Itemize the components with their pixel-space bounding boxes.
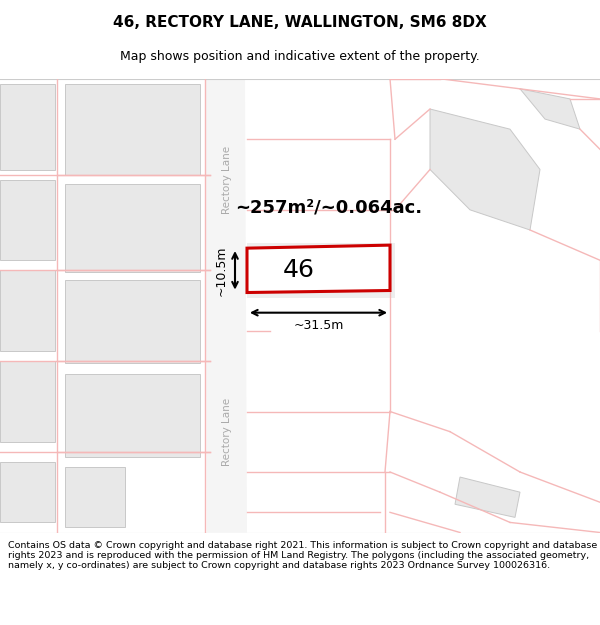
Polygon shape [247, 245, 390, 292]
Bar [65, 281, 200, 363]
Text: ~31.5m: ~31.5m [293, 319, 344, 332]
Text: 46, RECTORY LANE, WALLINGTON, SM6 8DX: 46, RECTORY LANE, WALLINGTON, SM6 8DX [113, 14, 487, 29]
Bar [0, 361, 55, 442]
Bar [65, 467, 125, 528]
Bar [0, 179, 55, 260]
Polygon shape [520, 89, 580, 129]
Polygon shape [205, 79, 247, 532]
Bar [0, 462, 55, 522]
Bar [65, 374, 200, 457]
Bar [0, 271, 55, 351]
Text: Map shows position and indicative extent of the property.: Map shows position and indicative extent… [120, 50, 480, 63]
Bar [65, 184, 200, 272]
Text: Contains OS data © Crown copyright and database right 2021. This information is : Contains OS data © Crown copyright and d… [8, 541, 597, 571]
Text: 46: 46 [283, 258, 314, 282]
Bar [65, 84, 200, 174]
Text: Rectory Lane: Rectory Lane [222, 398, 232, 466]
Polygon shape [455, 477, 520, 518]
Text: Rectory Lane: Rectory Lane [222, 146, 232, 214]
Text: ~257m²/~0.064ac.: ~257m²/~0.064ac. [235, 199, 422, 217]
Bar [0, 84, 55, 169]
Text: ~10.5m: ~10.5m [215, 245, 227, 296]
Polygon shape [430, 109, 540, 230]
Bar [247, 243, 395, 298]
